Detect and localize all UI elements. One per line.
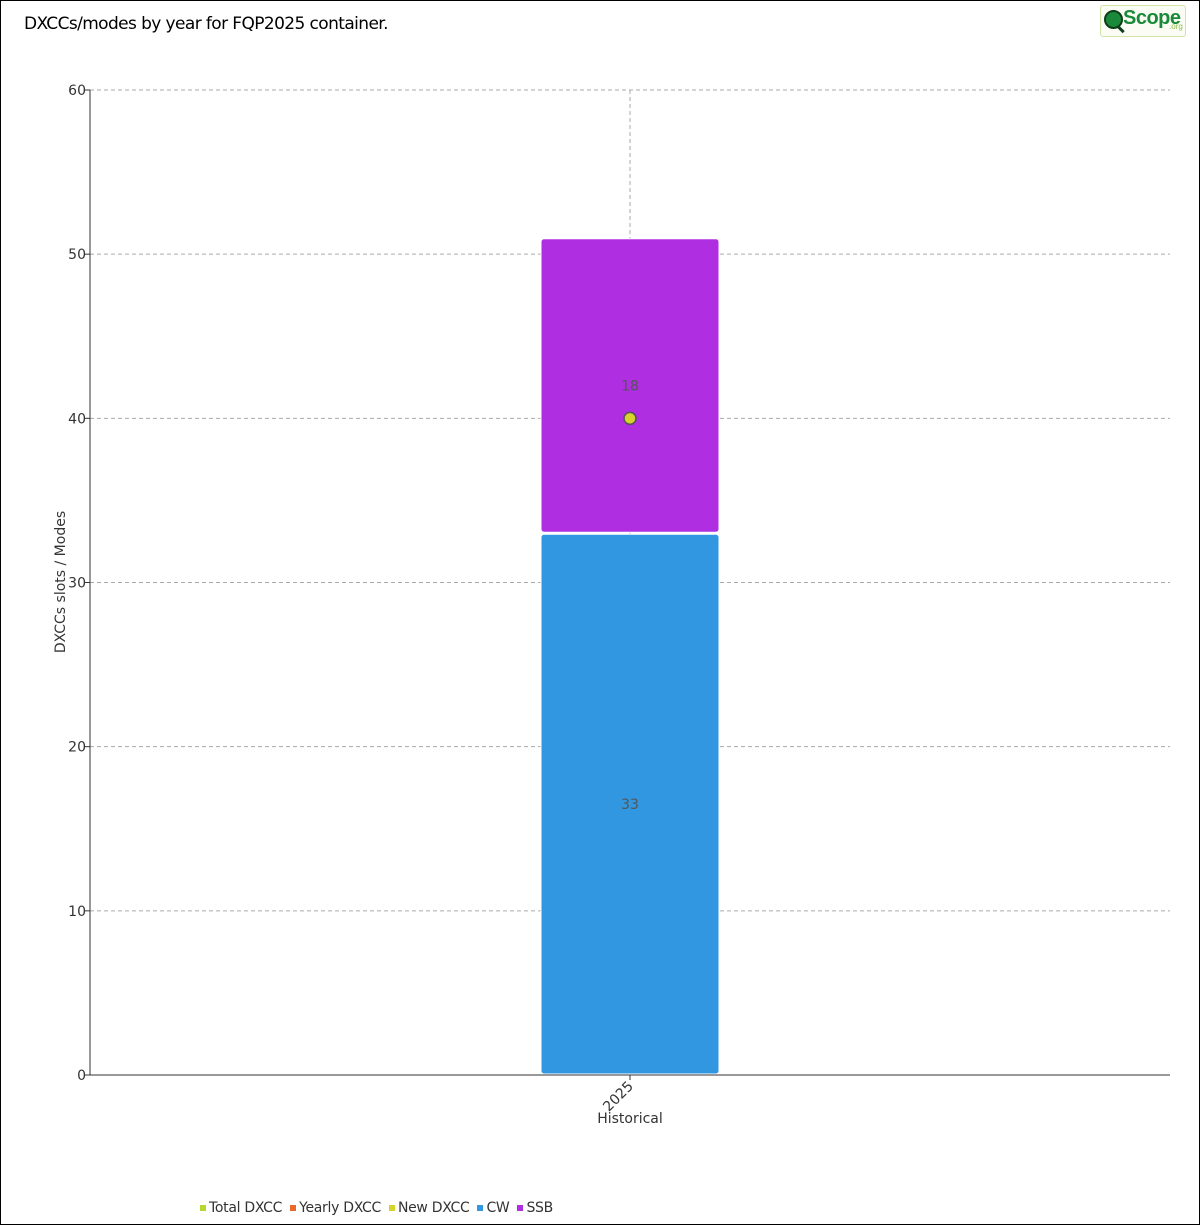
globe-magnifier-icon [1104, 10, 1123, 29]
legend-swatch [388, 1205, 395, 1211]
legend-item-ssb[interactable]: SSB [517, 1200, 553, 1216]
y-tick-label: 0 [77, 1068, 86, 1084]
legend-item-new-dxcc[interactable]: New DXCC [388, 1200, 470, 1216]
legend-swatch [477, 1205, 484, 1211]
legend-item-total-dxcc[interactable]: Total DXCC [200, 1200, 282, 1216]
logo-suffix: .org [1169, 22, 1183, 31]
chart-title: DXCCs/modes by year for FQP2025 containe… [24, 14, 389, 34]
bar-value-label: 18 [621, 379, 639, 395]
y-axis-title: DXCCs slots / Modes [53, 511, 69, 653]
y-tick-label: 20 [68, 740, 86, 756]
y-tick-label: 60 [68, 83, 86, 99]
legend-label: SSB [526, 1200, 553, 1216]
y-tick-label: 40 [68, 411, 86, 427]
legend-swatch [290, 1205, 297, 1211]
y-tick-label: 10 [68, 904, 86, 920]
point-new-dxcc[interactable] [623, 411, 637, 426]
legend-label: CW [486, 1200, 510, 1216]
bar-ssb[interactable] [540, 238, 720, 533]
legend-item-cw[interactable]: CW [477, 1200, 510, 1216]
legend-swatch [517, 1205, 524, 1211]
bar-cw[interactable] [540, 533, 720, 1075]
y-tick-label: 50 [68, 247, 86, 263]
x-axis-title: Historical [597, 1111, 663, 1127]
bar-value-label: 33 [621, 797, 639, 813]
chart-legend: Total DXCC Yearly DXCC New DXCC CW SSB [200, 1200, 553, 1216]
logo-text: Scope [1123, 7, 1181, 29]
legend-label: Yearly DXCC [299, 1200, 381, 1216]
x-tick-label: 2025 [600, 1079, 637, 1116]
legend-swatch [200, 1205, 206, 1211]
y-tick-label: 30 [68, 576, 86, 592]
legend-label: New DXCC [397, 1200, 470, 1216]
legend-item-yearly-dxcc[interactable]: Yearly DXCC [290, 1200, 381, 1216]
legend-label: Total DXCC [209, 1200, 283, 1216]
dxscope-logo[interactable]: Scope .org [1100, 5, 1186, 37]
